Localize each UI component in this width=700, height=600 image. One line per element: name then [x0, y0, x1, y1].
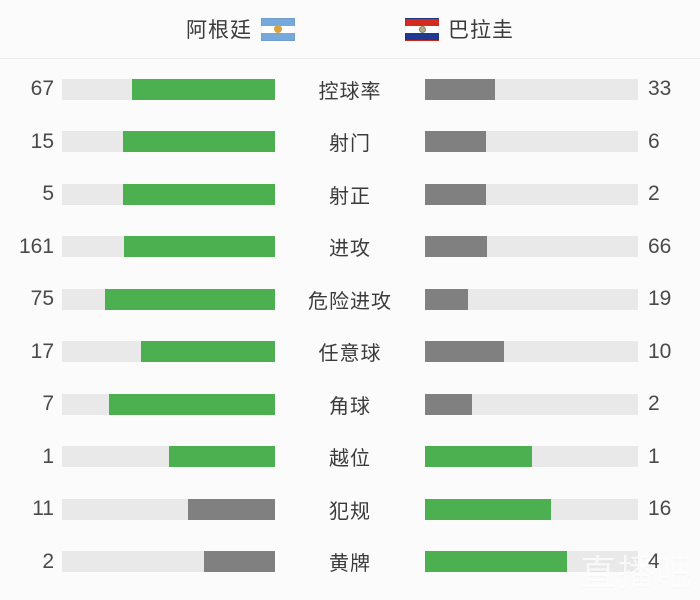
home-value: 7 [42, 392, 54, 416]
away-bar-fill [425, 341, 504, 363]
away-bar-track [425, 288, 638, 310]
home-bar-track [62, 236, 275, 258]
home-bar-track [62, 131, 275, 153]
away-bar-track [425, 446, 638, 468]
away-bar-fill [425, 131, 486, 153]
home-bar-track [62, 341, 275, 363]
home-value: 75 [30, 287, 54, 311]
away-bar-fill [425, 183, 486, 205]
away-bar-fill [425, 393, 473, 415]
stats-list: 67 控球率 33 15 射门 6 5 射正 2 161 进攻 66 75 危险进攻 19 17 任意球 10 7 角… [0, 59, 700, 588]
away-bar-fill [425, 498, 552, 520]
home-team: 阿根廷 [186, 14, 295, 44]
away-bar-fill [425, 236, 487, 258]
flag-argentina-icon [261, 17, 295, 41]
home-value: 67 [30, 77, 54, 101]
away-bar-track [425, 498, 638, 520]
home-bar-track [62, 393, 275, 415]
home-bar-fill [109, 393, 275, 415]
home-bar-track [62, 288, 275, 310]
sun-of-may-icon [274, 25, 282, 33]
home-bar-track [62, 446, 275, 468]
away-bar-track [425, 131, 638, 153]
away-bar-track [425, 393, 638, 415]
home-bar-fill [122, 131, 275, 153]
away-bar-fill [425, 446, 532, 468]
away-value: 66 [648, 234, 672, 258]
away-bar-fill [425, 78, 496, 100]
away-bar-fill [425, 288, 469, 310]
away-bar-track [425, 551, 638, 573]
home-value: 15 [30, 129, 54, 153]
home-value: 2 [42, 549, 54, 573]
stat-row: 67 控球率 33 [0, 63, 700, 116]
stat-row: 161 进攻 66 [0, 221, 700, 274]
home-bar-track [62, 551, 275, 573]
home-bar-fill [204, 551, 275, 573]
paraguay-emblem-icon [418, 25, 426, 33]
away-team: 巴拉圭 [405, 14, 514, 44]
away-value: 1 [648, 444, 660, 468]
stat-row: 17 任意球 10 [0, 326, 700, 379]
stat-label: 黄牌 [329, 553, 371, 576]
away-bar-fill [425, 551, 568, 573]
stat-label: 射正 [329, 185, 371, 208]
home-bar-fill [105, 288, 275, 310]
match-header: 阿根廷 巴拉圭 [0, 0, 700, 59]
away-value: 6 [648, 129, 660, 153]
home-team-name: 阿根廷 [186, 19, 252, 42]
stat-label: 越位 [329, 448, 371, 471]
flag-paraguay-icon [405, 17, 439, 41]
home-bar-fill [122, 183, 275, 205]
stat-label: 角球 [329, 395, 371, 418]
stat-label: 射门 [329, 133, 371, 156]
stat-row: 15 射门 6 [0, 116, 700, 169]
stat-label: 犯规 [329, 500, 371, 523]
stat-row: 75 危险进攻 19 [0, 273, 700, 326]
home-bar-fill [132, 78, 275, 100]
away-bar-track [425, 236, 638, 258]
home-bar-track [62, 183, 275, 205]
stat-label: 任意球 [318, 343, 382, 366]
home-value: 5 [42, 182, 54, 206]
stat-label: 进攻 [329, 238, 371, 261]
home-bar-track [62, 498, 275, 520]
stat-row: 2 黄牌 4 [0, 536, 700, 589]
stat-row: 11 犯规 16 [0, 483, 700, 536]
stat-label: 危险进攻 [308, 290, 392, 313]
away-value: 2 [648, 182, 660, 206]
home-bar-fill [168, 446, 275, 468]
stat-row: 1 越位 1 [0, 431, 700, 484]
away-value: 2 [648, 392, 660, 416]
home-value: 17 [30, 339, 54, 363]
home-value: 161 [18, 234, 54, 258]
away-value: 16 [648, 497, 672, 521]
away-value: 10 [648, 339, 672, 363]
away-bar-track [425, 78, 638, 100]
home-bar-track [62, 78, 275, 100]
home-bar-fill [188, 498, 275, 520]
stat-row: 7 角球 2 [0, 378, 700, 431]
stat-label: 控球率 [318, 80, 382, 103]
away-value: 4 [648, 549, 660, 573]
away-bar-track [425, 183, 638, 205]
stat-row: 5 射正 2 [0, 168, 700, 221]
home-value: 11 [32, 497, 54, 521]
home-value: 1 [42, 444, 54, 468]
home-bar-fill [140, 341, 275, 363]
away-bar-track [425, 341, 638, 363]
away-value: 33 [648, 77, 672, 101]
home-bar-fill [123, 236, 275, 258]
away-value: 19 [648, 287, 672, 311]
away-team-name: 巴拉圭 [448, 19, 514, 42]
